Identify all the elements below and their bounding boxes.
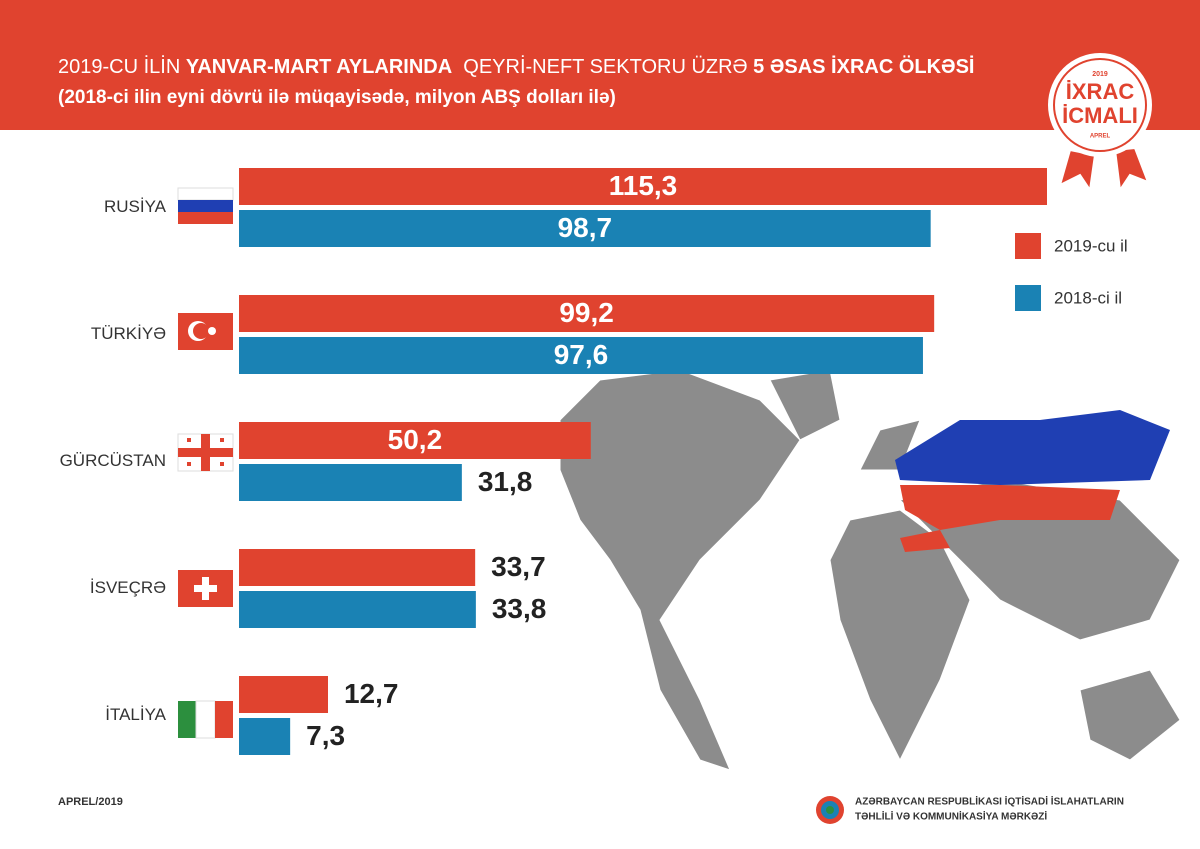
category-label: RUSİYA bbox=[104, 197, 167, 216]
flag-russia bbox=[177, 187, 234, 224]
legend-label: 2018-ci il bbox=[1054, 288, 1122, 307]
legend-label: 2019-cu il bbox=[1054, 236, 1128, 255]
bar bbox=[239, 718, 291, 755]
flag-switzerland bbox=[178, 570, 233, 607]
bar bbox=[239, 295, 935, 332]
value-label: 98,7 bbox=[558, 212, 613, 243]
value-label: 97,6 bbox=[554, 339, 609, 370]
title-part: QEYRİ-NEFT SEKTORU ÜZRƏ bbox=[452, 55, 753, 78]
bar bbox=[239, 422, 591, 459]
badge-line1: İXRAC bbox=[1066, 79, 1135, 104]
emblem bbox=[816, 796, 844, 824]
bar bbox=[239, 337, 923, 374]
value-label: 99,2 bbox=[559, 297, 614, 328]
header bbox=[0, 0, 1200, 130]
bar bbox=[239, 464, 462, 501]
bar-chart: RUSİYA 115,3 98,7 TÜRKİYƏ 99,2 97,6 GÜRCÜSTAN 5… bbox=[60, 168, 1128, 755]
flag-turkey bbox=[178, 313, 233, 350]
footer-date: APREL/2019 bbox=[58, 796, 123, 808]
bar bbox=[239, 168, 1047, 205]
title-part: YANVAR-MART AYLARINDA bbox=[186, 56, 452, 78]
bar bbox=[239, 549, 476, 586]
flags bbox=[177, 187, 234, 739]
category-label: İSVEÇRƏ bbox=[90, 578, 166, 597]
footer-org: AZƏRBAYCAN RESPUBLİKASI İQTİSADİ İSLAHAT… bbox=[855, 795, 1124, 808]
value-label: 50,2 bbox=[388, 424, 443, 455]
chart-subtitle: (2018-ci ilin eyni dövrü ilə müqayisədə,… bbox=[58, 87, 616, 108]
bar bbox=[239, 676, 328, 713]
badge-month: APREL bbox=[1090, 134, 1111, 140]
title-part: 2019-CU İLİN bbox=[58, 55, 186, 78]
russia-on-map bbox=[895, 410, 1170, 552]
badge-year: 2019 bbox=[1092, 71, 1108, 78]
chart-title: 2019-CU İLİN YANVAR-MART AYLARINDA QEYRİ… bbox=[58, 55, 974, 78]
flag-italy bbox=[178, 700, 233, 739]
value-label: 33,8 bbox=[492, 593, 547, 624]
legend-swatch bbox=[1015, 233, 1041, 259]
value-label: 12,7 bbox=[344, 678, 399, 709]
title-part: 5 ƏSAS İXRAC ÖLKƏSİ bbox=[753, 55, 974, 78]
value-label: 33,7 bbox=[491, 551, 546, 582]
category-label: GÜRCÜSTAN bbox=[60, 451, 166, 470]
value-label: 115,3 bbox=[609, 170, 678, 201]
value-label: 7,3 bbox=[306, 720, 345, 751]
footer-org: TƏHLİLİ VƏ KOMMUNİKASİYA MƏRKƏZİ bbox=[855, 810, 1047, 823]
bar bbox=[239, 210, 931, 247]
legend-swatch bbox=[1015, 285, 1041, 311]
badge: 2019 İXRAC İCMALI APREL bbox=[1048, 53, 1152, 193]
badge-line2: İCMALI bbox=[1062, 103, 1138, 128]
flag-georgia bbox=[177, 433, 234, 472]
category-label: TÜRKİYƏ bbox=[91, 324, 166, 343]
value-label: 31,8 bbox=[478, 466, 533, 497]
category-label: İTALİYA bbox=[105, 705, 166, 724]
bar bbox=[239, 591, 476, 628]
